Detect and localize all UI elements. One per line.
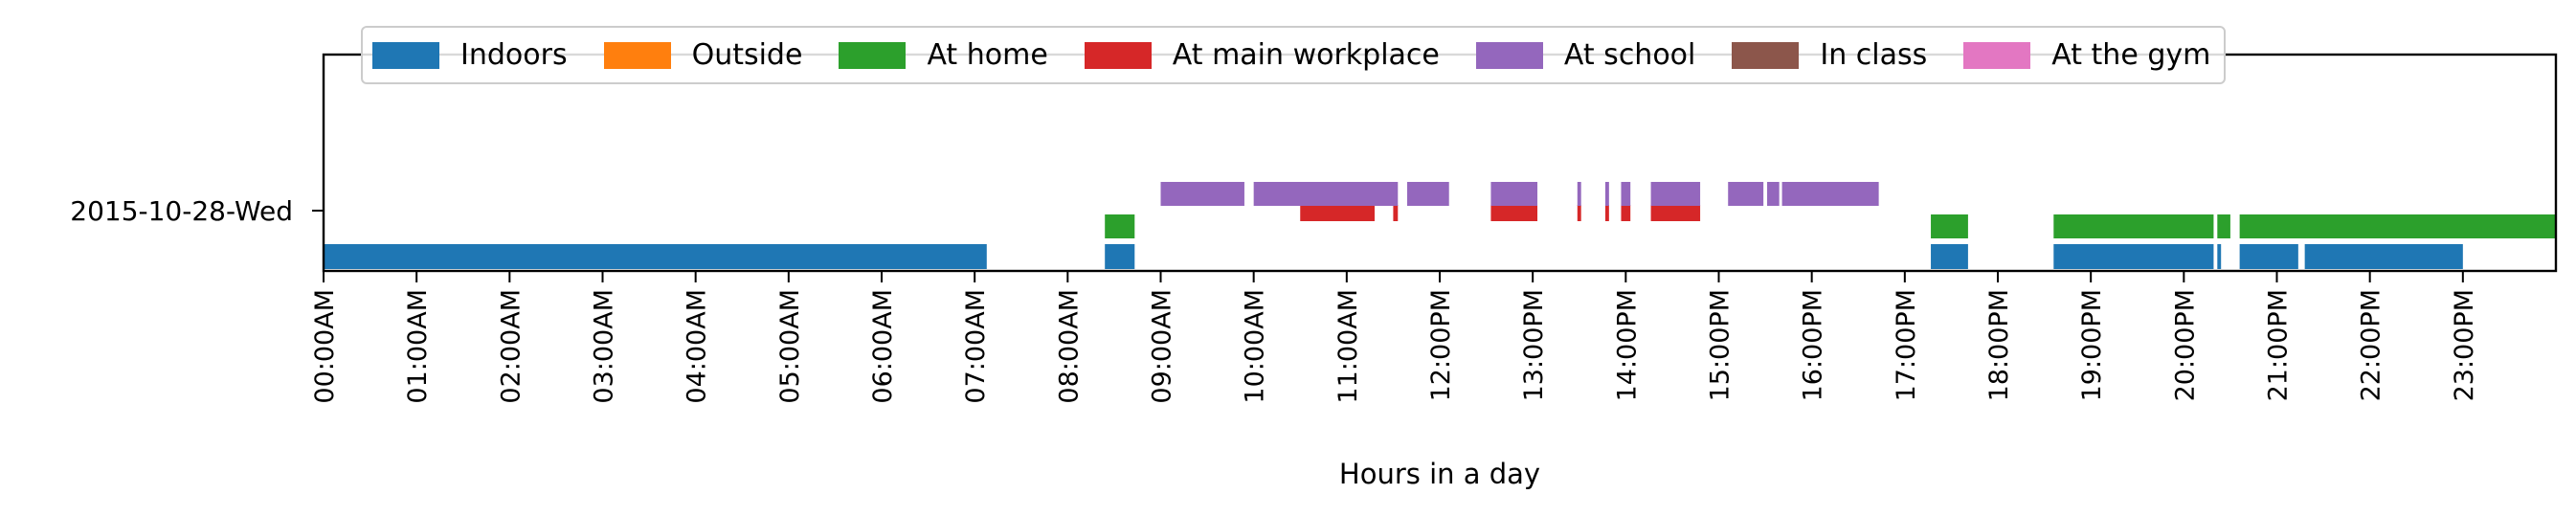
x-tick-label: 14:00PM (1612, 289, 1642, 401)
x-tick-label: 02:00AM (496, 289, 526, 404)
bar-at-school-2 (1406, 182, 1449, 206)
legend-swatch (1963, 41, 2031, 69)
x-tick-label: 20:00PM (2170, 289, 2200, 401)
legend-label: Outside (691, 38, 803, 72)
legend-swatch (372, 41, 439, 69)
bar-indoors-0 (324, 244, 987, 269)
legend-item: At home (839, 38, 1048, 72)
x-tick-label: 18:00PM (1984, 289, 2014, 401)
legend-label: At home (927, 38, 1048, 72)
legend: Indoors Outside At home At main workplace At… (361, 26, 2227, 84)
bar-at-main-workplace-5 (1621, 205, 1631, 221)
bar-at-school-0 (1160, 182, 1244, 206)
legend-swatch (1475, 41, 1543, 69)
bar-at-school-4 (1577, 182, 1581, 206)
x-tick-label: 22:00PM (2357, 289, 2386, 401)
bar-at-main-workplace-6 (1650, 205, 1701, 221)
legend-label: Indoors (460, 38, 568, 72)
x-axis: 00:00AM 01:00AM 02:00AM 03:00AM 04:00AM 05:00… (310, 271, 2479, 404)
x-tick-label: 08:00AM (1054, 289, 1084, 404)
x-axis-label: Hours in a day (1339, 458, 1540, 490)
x-tick-label: 01:00AM (403, 289, 433, 404)
bar-indoors-5 (2239, 244, 2298, 269)
y-tick-label: 2015-10-28-Wed (70, 195, 293, 227)
bar-at-school-7 (1650, 182, 1701, 206)
bar-at-main-workplace-3 (1577, 205, 1581, 221)
bar-at-school-10 (1781, 182, 1879, 206)
legend-item: In class (1732, 38, 1927, 72)
x-tick-label: 06:00AM (868, 289, 898, 404)
bar-at-home-0 (1105, 214, 1135, 238)
x-tick-label: 11:00AM (1333, 289, 1363, 404)
legend-item: Indoors (372, 38, 568, 72)
bar-indoors-3 (2053, 244, 2214, 269)
legend-item: Outside (603, 38, 803, 72)
x-tick-label: 03:00AM (590, 289, 619, 404)
bar-at-main-workplace-2 (1490, 205, 1538, 221)
x-tick-label: 04:00AM (683, 289, 712, 404)
x-tick-label: 15:00PM (1706, 289, 1736, 401)
legend-label: At the gym (2051, 38, 2211, 72)
legend-swatch (839, 41, 907, 69)
bar-at-school-6 (1621, 182, 1631, 206)
legend-label: At school (1563, 38, 1696, 72)
bar-at-home-3 (2217, 214, 2230, 238)
legend-swatch (1084, 41, 1152, 69)
bar-at-home-4 (2239, 214, 2556, 238)
bar-at-main-workplace-0 (1300, 205, 1375, 221)
x-tick-label: 23:00PM (2450, 289, 2479, 401)
legend-item: At main workplace (1084, 38, 1440, 72)
x-tick-label: 10:00AM (1241, 289, 1270, 404)
axes-frame (322, 53, 2558, 273)
x-tick-label: 16:00PM (1799, 289, 1828, 401)
x-tick-label: 00:00AM (310, 289, 340, 404)
legend-item: At the gym (1963, 38, 2210, 72)
y-axis: 2015-10-28-Wed (70, 195, 324, 227)
x-tick-label: 19:00PM (2077, 289, 2107, 401)
x-tick-label: 17:00PM (1892, 289, 1921, 401)
bars-layer (324, 182, 2556, 269)
legend-label: At main workplace (1172, 38, 1440, 72)
bar-indoors-6 (2304, 244, 2463, 269)
legend-item: At school (1475, 38, 1696, 72)
bar-at-school-9 (1767, 182, 1780, 206)
x-tick-label: 07:00AM (961, 289, 991, 404)
bar-indoors-1 (1105, 244, 1135, 269)
x-tick-label: 05:00AM (775, 289, 805, 404)
bar-at-school-5 (1604, 182, 1609, 206)
legend-swatch (1732, 41, 1800, 69)
x-tick-label: 21:00PM (2264, 289, 2294, 401)
bar-at-school-3 (1490, 182, 1538, 206)
x-tick-label: 12:00PM (1426, 289, 1456, 401)
bar-at-home-2 (2053, 214, 2214, 238)
x-tick-label: 09:00AM (1148, 289, 1177, 404)
x-tick-label: 13:00PM (1519, 289, 1549, 401)
bar-at-school-1 (1253, 182, 1399, 206)
bar-indoors-2 (1931, 244, 1968, 269)
bar-at-main-workplace-1 (1393, 205, 1399, 221)
bar-at-school-8 (1728, 182, 1764, 206)
bar-indoors-4 (2217, 244, 2222, 269)
legend-swatch (603, 41, 671, 69)
legend-label: In class (1820, 38, 1928, 72)
bar-at-main-workplace-4 (1604, 205, 1609, 221)
bar-at-home-1 (1931, 214, 1968, 238)
